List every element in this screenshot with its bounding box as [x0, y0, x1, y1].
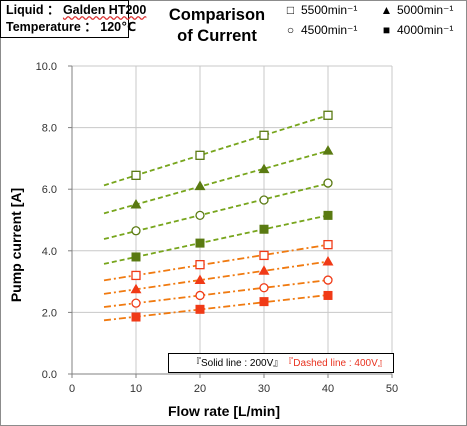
triangle-filled-marker [258, 163, 270, 174]
y-axis-label: Pump current [A] [8, 188, 24, 302]
y-tick-label: 4.0 [42, 246, 57, 258]
circle-open-marker [195, 290, 205, 301]
trend-line [103, 114, 329, 187]
liquid-value: Galden HT200 [62, 3, 147, 17]
circle-open-marker [195, 210, 205, 221]
temperature-label: Temperature ： [6, 20, 97, 34]
x-axis-label: Flow rate [L/min] [168, 403, 280, 419]
data-markers [130, 110, 334, 322]
trend-lines [103, 114, 329, 322]
liquid-label: Liquid ： [6, 3, 60, 17]
square-filled-marker [131, 252, 141, 262]
square-open-marker [323, 239, 333, 250]
triangle-filled-marker [194, 274, 206, 285]
trend-line [103, 182, 329, 240]
legend-label: 4000min⁻¹ [397, 23, 454, 37]
triangle-filled-marker [130, 198, 142, 209]
temperature-row: Temperature ： 120℃ [6, 19, 136, 36]
chart-title-line-2: of Current [177, 27, 257, 45]
axes [68, 65, 393, 378]
x-tick-label: 0 [69, 383, 75, 395]
square-open-marker [323, 110, 333, 120]
triangle-filled-marker [130, 283, 142, 294]
square-open-marker [259, 250, 269, 261]
triangle-filled-marker [322, 255, 334, 266]
y-tick-label: 6.0 [42, 184, 57, 196]
legend-item-5500: □ 5500min⁻¹ [284, 3, 358, 17]
square-filled-marker [259, 224, 269, 234]
legend-label: 4500min⁻¹ [301, 23, 358, 37]
triangle-filled-marker [194, 180, 206, 191]
circle-open-marker [323, 275, 333, 285]
square-filled-marker [323, 210, 333, 220]
triangle-filled-icon: ▲ [380, 3, 393, 17]
dashed-line-label: 『Dashed line : 400V』 [288, 358, 388, 369]
legend-label: 5000min⁻¹ [397, 3, 454, 17]
conditions-box: Liquid ： Galden HT200 Temperature ： 120℃ [0, 0, 146, 38]
chart-title-line-1: Comparison [168, 6, 266, 24]
circle-open-marker [323, 178, 333, 188]
trend-line [103, 214, 329, 265]
x-tick-label: 30 [258, 383, 270, 395]
square-filled-marker [195, 238, 205, 248]
circle-open-marker [131, 226, 141, 236]
circle-open-icon: ○ [286, 23, 295, 37]
chart-title: Comparison of Current [158, 5, 276, 47]
square-open-marker [195, 260, 205, 270]
square-filled-marker [323, 290, 333, 300]
square-open-marker [259, 130, 269, 140]
x-tick-label: 40 [322, 383, 334, 395]
liquid-row: Liquid ： Galden HT200 [6, 2, 146, 19]
x-tick-label: 10 [130, 383, 142, 395]
square-filled-icon: ■ [382, 23, 391, 37]
y-tick-label: 2.0 [42, 307, 57, 319]
tick-labels: 0 10 20 30 40 50 0.0 2.0 4.0 6.0 8.0 10.0 [36, 61, 399, 395]
grid-lines [72, 65, 393, 374]
circle-open-marker [259, 195, 269, 205]
legend-item-5000: ▲ 5000min⁻¹ [380, 3, 454, 17]
temperature-value: 120℃ [100, 20, 137, 34]
line-style-legend: 『Solid line : 200V』 『Dashed line : 400V』 [168, 353, 394, 373]
solid-line-label: 『Solid line : 200V』 [191, 358, 284, 369]
square-open-icon: □ [286, 3, 295, 17]
square-open-marker [195, 150, 205, 160]
legend-label: 5500min⁻¹ [301, 3, 358, 17]
legend-item-4500: ○ 4500min⁻¹ [284, 23, 358, 37]
legend-item-4000: ■ 4000min⁻¹ [380, 23, 454, 37]
square-filled-marker [195, 304, 205, 314]
square-filled-marker [131, 312, 141, 322]
triangle-filled-marker [322, 145, 334, 155]
square-open-marker [131, 270, 141, 281]
trend-line [103, 149, 329, 215]
legend: □ 5500min⁻¹ ▲ 5000min⁻¹ ○ 4500min⁻¹ ■ 40… [280, 0, 465, 42]
x-tick-label: 50 [386, 383, 398, 395]
x-tick-label: 20 [194, 383, 206, 395]
y-tick-label: 10.0 [36, 61, 57, 73]
circle-open-marker [131, 298, 141, 308]
y-tick-label: 0.0 [42, 369, 57, 381]
square-open-marker [131, 170, 141, 180]
square-filled-marker [259, 297, 269, 307]
y-tick-label: 8.0 [42, 123, 57, 135]
triangle-filled-marker [258, 265, 270, 275]
circle-open-marker [259, 283, 269, 293]
